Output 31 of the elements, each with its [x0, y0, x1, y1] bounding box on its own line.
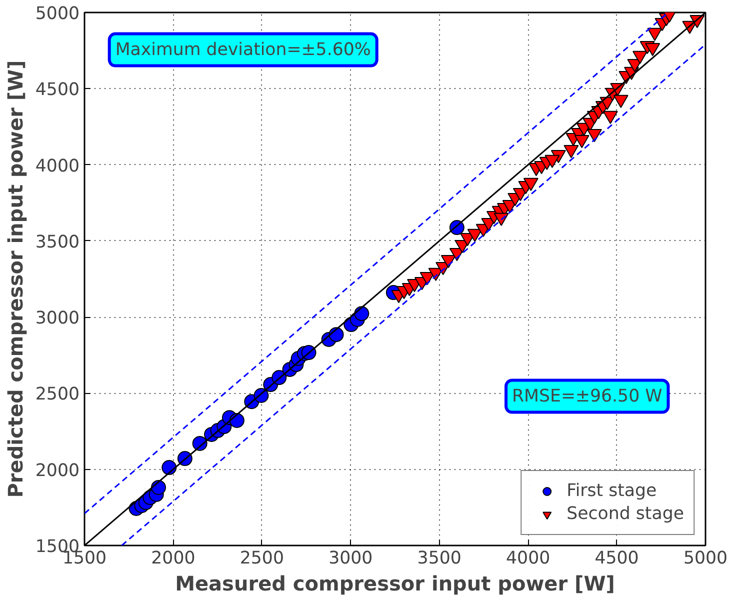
- annotation: Maximum deviation=±5.60%: [115, 40, 371, 60]
- x-tick-label: 5000: [683, 548, 728, 568]
- point: [523, 178, 538, 192]
- legend-label: Second stage: [566, 504, 684, 524]
- point: [645, 42, 660, 56]
- point: [467, 228, 482, 242]
- x-tick-label: 2500: [240, 548, 284, 568]
- annotation: RMSE=±96.50 W: [512, 386, 662, 406]
- point: [602, 110, 618, 124]
- x-tick-label: 4000: [506, 548, 550, 568]
- y-tick-label: 2500: [35, 384, 80, 405]
- y-axis-title: Predicted compressor input power [W]: [3, 60, 28, 498]
- point: [586, 129, 602, 142]
- x-axis-title: Measured compressor input power [W]: [175, 572, 615, 596]
- x-tick-label: 3500: [417, 548, 462, 568]
- y-tick-label: 4500: [35, 80, 80, 100]
- x-tick-label: 2000: [151, 548, 196, 568]
- point: [613, 94, 628, 108]
- y-tick-label: 3000: [35, 308, 80, 329]
- point: [564, 145, 579, 158]
- point: [632, 50, 648, 64]
- legend-label: First stage: [566, 481, 657, 501]
- point: [647, 28, 662, 42]
- point: [544, 154, 560, 168]
- x-tick-label: 3000: [328, 548, 373, 568]
- y-tick-label: 4000: [35, 156, 80, 176]
- y-tick-label: 2000: [35, 460, 80, 481]
- y-tick-label: 3500: [35, 232, 80, 252]
- point: [574, 134, 590, 148]
- x-tick-label: 4500: [594, 548, 639, 568]
- y-tick-label: 5000: [35, 4, 80, 24]
